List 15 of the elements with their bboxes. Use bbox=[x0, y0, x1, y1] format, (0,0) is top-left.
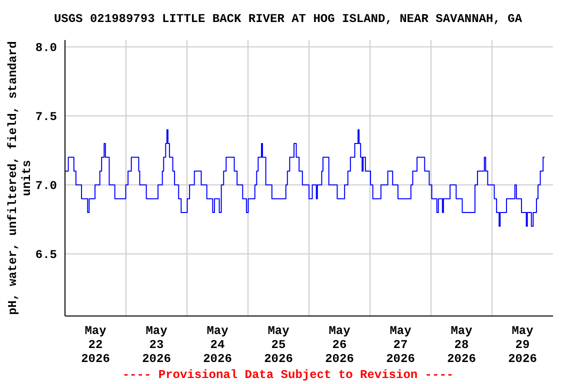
x-tick-label: May 27 2026 bbox=[386, 324, 415, 366]
x-tick-label: May 22 2026 bbox=[81, 324, 110, 366]
x-tick-label: May 23 2026 bbox=[142, 324, 171, 366]
chart-title: USGS 021989793 LITTLE BACK RIVER AT HOG ISLAND, NEAR SAVANNAH, GA bbox=[52, 12, 524, 26]
text: ---- Provisional Data Subject to Revision ---- bbox=[121, 368, 455, 382]
y-tick-label: 8.0 bbox=[35, 41, 57, 56]
x-tick-label: May 29 2026 bbox=[508, 324, 537, 366]
y-tick-label: 6.5 bbox=[35, 248, 57, 262]
x-tick-label: May 24 2026 bbox=[203, 324, 232, 366]
y-axis-title: pH, water, unfiltered, field, standard units bbox=[6, 41, 34, 315]
x-tick-label: May 26 2026 bbox=[325, 324, 354, 366]
y-tick-label: 7.5 bbox=[35, 110, 57, 124]
x-tick-label: May 28 2026 bbox=[447, 324, 476, 366]
x-tick-label: May 25 2026 bbox=[264, 324, 293, 366]
y-tick-label: 7.0 bbox=[35, 179, 57, 194]
